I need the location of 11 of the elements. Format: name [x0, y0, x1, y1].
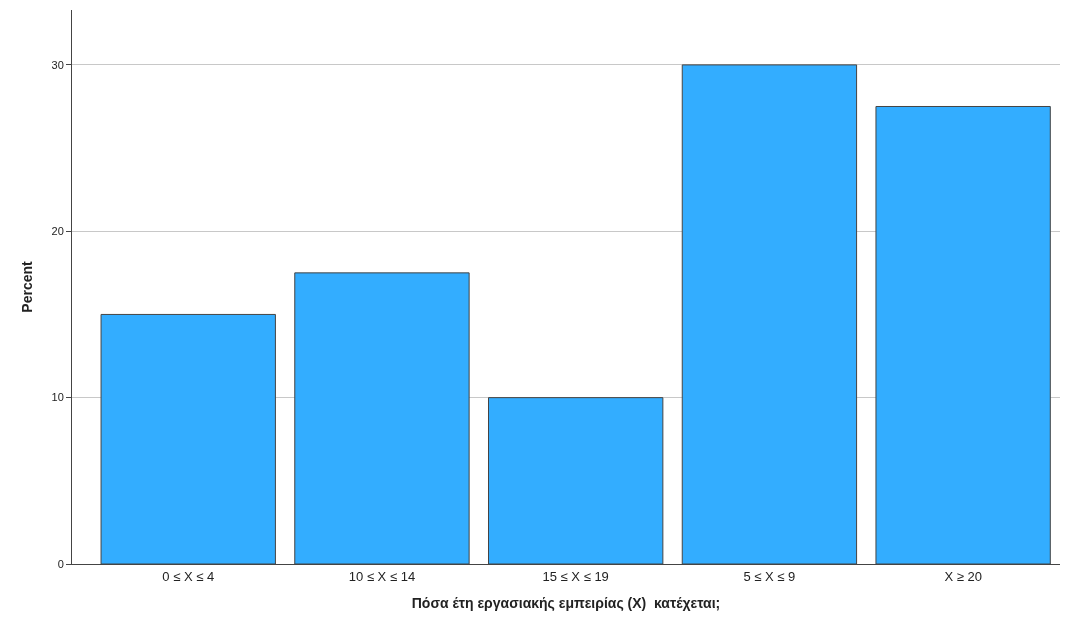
- y-tick-label: 0: [57, 557, 64, 570]
- y-tick-label: 30: [51, 58, 64, 71]
- x-tick-label: 10 ≤ X ≤ 14: [348, 568, 416, 584]
- y-tick-label: 10: [51, 391, 64, 404]
- x-tick-label: 5 ≤ X ≤ 9: [743, 568, 796, 584]
- x-tick-label: 0 ≤ X ≤ 4: [162, 568, 215, 584]
- y-tick-label: 20: [51, 225, 64, 238]
- x-tick-label: 15 ≤ X ≤ 19: [542, 568, 609, 584]
- y-axis-title: Percent: [19, 260, 36, 313]
- x-tick-label: X ≥ 20: [944, 568, 982, 584]
- x-axis-title: Πόσα έτη εργασιακής εμπειρίας (X) κατέχεται;: [411, 594, 721, 611]
